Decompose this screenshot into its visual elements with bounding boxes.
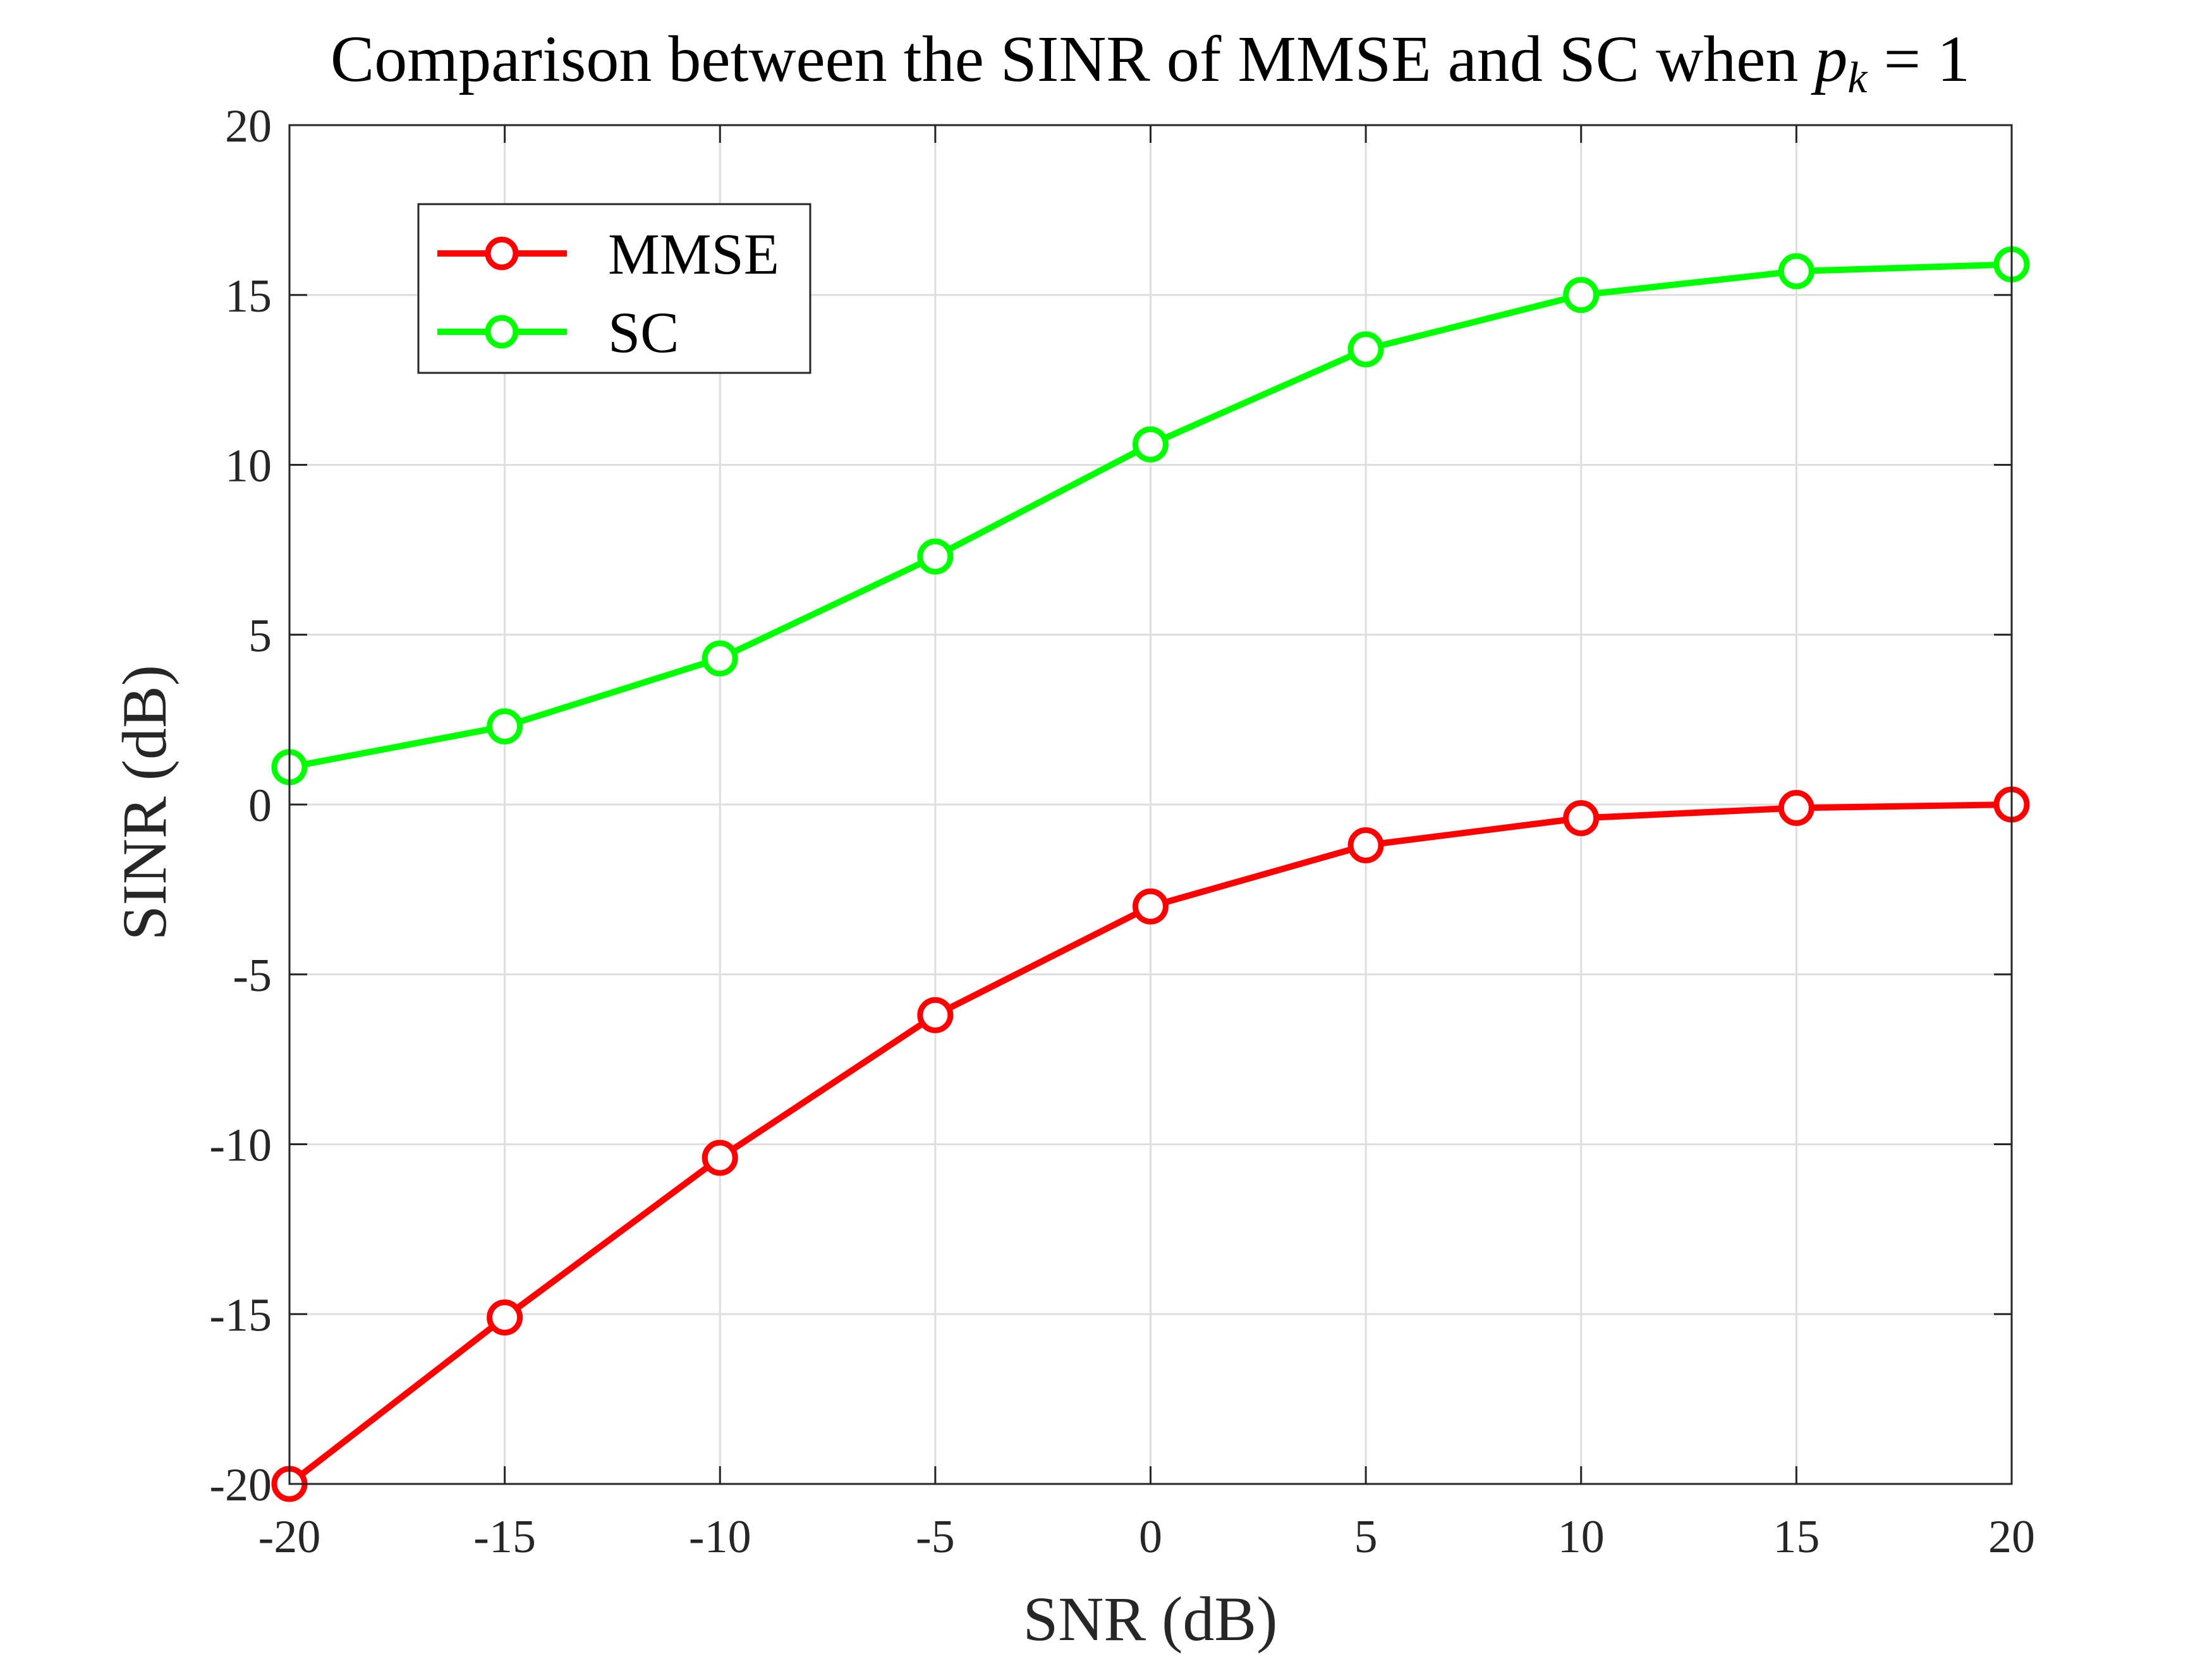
chart-title-text: Comparison between the SINR of MMSE and …: [331, 23, 1798, 95]
x-tick-label: -5: [916, 1511, 955, 1563]
data-point-sc: [1133, 426, 1169, 463]
plot-frame: [288, 124, 2013, 1485]
y-tick-label: 15: [225, 270, 272, 322]
y-tick-label: 20: [225, 100, 272, 152]
legend-marker-mmse: [485, 236, 519, 270]
data-point-mmse: [1133, 888, 1169, 925]
legend-label-sc: SC: [608, 300, 679, 365]
y-tick-label: -5: [233, 950, 272, 1002]
x-tick-label: 20: [1988, 1511, 2035, 1563]
chart-title-math-eq: = 1: [1867, 23, 1970, 95]
data-point-mmse: [1563, 800, 1600, 836]
x-axis-label: SNR (dB): [1023, 1584, 1278, 1654]
data-point-mmse: [702, 1139, 738, 1176]
data-point-mmse: [917, 997, 954, 1033]
data-point-mmse: [1778, 789, 1814, 826]
legend-marker-sc: [485, 315, 519, 349]
x-tick-label: 5: [1354, 1511, 1378, 1563]
x-tick-label: 10: [1558, 1511, 1605, 1563]
data-point-mmse: [487, 1299, 523, 1336]
legend-label-mmse: MMSE: [608, 222, 779, 286]
y-tick-label: 0: [248, 780, 272, 832]
legend-box: [417, 203, 811, 374]
y-tick-label: 10: [225, 441, 272, 492]
chart-title-math-sub: k: [1847, 54, 1868, 102]
data-point-sc: [917, 538, 954, 575]
data-point-sc: [1778, 253, 1814, 289]
x-tick-label: -15: [473, 1511, 536, 1563]
data-point-mmse: [1347, 827, 1384, 863]
y-tick-label: -20: [209, 1459, 272, 1511]
y-tick-label: -15: [209, 1289, 272, 1341]
y-axis-label: SINR (dB): [109, 665, 179, 940]
legend: MMSE SC: [417, 203, 811, 374]
data-point-sc: [702, 640, 738, 677]
x-tick-label: 15: [1773, 1511, 1820, 1563]
x-tick-label: -10: [689, 1511, 751, 1563]
data-point-sc: [487, 708, 523, 744]
x-tick-label: -20: [258, 1511, 321, 1563]
data-point-sc: [1347, 331, 1384, 368]
y-tick-label: 5: [248, 610, 272, 662]
x-tick-labels: -20 -15 -10 -5 0 5 10 15 20: [258, 1511, 2035, 1563]
y-tick-labels: -20 -15 -10 -5 0 5 10 15 20: [209, 100, 272, 1511]
chart-title-math-var: p: [1810, 23, 1847, 95]
series-layer: [271, 246, 2030, 1502]
y-tick-label: -10: [209, 1120, 272, 1172]
x-tick-label: 0: [1139, 1511, 1162, 1563]
chart-title: Comparison between the SINR of MMSE and …: [331, 23, 1970, 102]
data-point-sc: [1563, 277, 1600, 313]
